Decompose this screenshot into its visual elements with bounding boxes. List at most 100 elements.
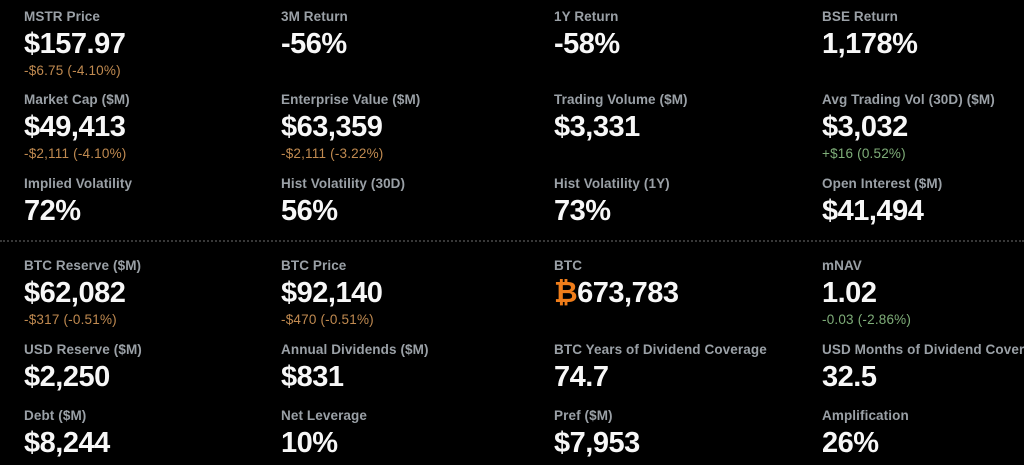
metric-change: -$2,111 (-4.10%) [24, 146, 127, 162]
metric-value: 72% [24, 196, 257, 226]
metric-card: Annual Dividends ($M) $831 [257, 342, 530, 408]
metric-label: Trading Volume ($M) [554, 92, 688, 107]
metric-value-text: 32.5 [822, 361, 877, 393]
metric-label: BTC [554, 258, 583, 273]
metric-card: Avg Trading Vol (30D) ($M) $3,032 +$16 (… [798, 92, 1024, 176]
metric-value-text: 673,783 [577, 277, 679, 309]
metric-change: -$317 (-0.51%) [24, 312, 117, 328]
metric-label: 1Y Return [554, 9, 619, 24]
metric-value: $62,082 [24, 278, 257, 308]
metric-value-text: 74.7 [554, 361, 609, 393]
metric-value: $7,953 [554, 428, 798, 458]
metric-label: Annual Dividends ($M) [281, 342, 429, 357]
metric-card: BTC Years of Dividend Coverage 74.7 [530, 342, 798, 408]
metric-value-text: $63,359 [281, 111, 383, 143]
metric-card: Trading Volume ($M) $3,331 [530, 92, 798, 176]
metric-value-text: 1,178% [822, 28, 918, 60]
metric-card: Hist Volatility (30D) 56% [257, 176, 530, 240]
metric-card: Debt ($M) $8,244 [0, 408, 257, 465]
metric-value: 26% [822, 428, 1024, 458]
metric-value: $3,032 [822, 112, 1024, 142]
metric-value: $3,331 [554, 112, 798, 142]
metric-card: Open Interest ($M) $41,494 [798, 176, 1024, 240]
metric-label: Avg Trading Vol (30D) ($M) [822, 92, 995, 107]
metric-card: BTC Reserve ($M) $62,082 -$317 (-0.51%) [0, 258, 257, 342]
metric-card: Hist Volatility (1Y) 73% [530, 176, 798, 240]
metric-card: USD Months of Dividend Coverage 32.5 [798, 342, 1024, 408]
metric-value: 32.5 [822, 362, 1024, 392]
metric-value: $49,413 [24, 112, 257, 142]
bitcoin-icon: ₿ [554, 277, 578, 309]
metric-value-text: $2,250 [24, 361, 110, 393]
metric-value: $92,140 [281, 278, 530, 308]
metric-card: Market Cap ($M) $49,413 -$2,111 (-4.10%) [0, 92, 257, 176]
metric-value: -56% [281, 29, 530, 59]
metric-card: Pref ($M) $7,953 [530, 408, 798, 465]
metric-label: BTC Price [281, 258, 347, 273]
metric-value-text: $3,331 [554, 111, 640, 143]
treasury-metrics-section: BTC Reserve ($M) $62,082 -$317 (-0.51%) … [0, 242, 1024, 465]
metric-value: 1.02 [822, 278, 1024, 308]
metric-value: $41,494 [822, 196, 1024, 226]
metric-label: Debt ($M) [24, 408, 87, 423]
metric-value-text: -56% [281, 28, 347, 60]
metric-card: BTC Price $92,140 -$470 (-0.51%) [257, 258, 530, 342]
metric-label: Open Interest ($M) [822, 176, 943, 191]
metric-card: 1Y Return -58% [530, 9, 798, 92]
metric-label: Implied Volatility [24, 176, 133, 191]
metric-value: 74.7 [554, 362, 798, 392]
metric-value: 73% [554, 196, 798, 226]
metric-value-text: 10% [281, 427, 338, 459]
metric-value-text: $92,140 [281, 277, 383, 309]
metric-card: Implied Volatility 72% [0, 176, 257, 240]
metric-change: +$16 (0.52%) [822, 146, 906, 162]
metric-value-text: $62,082 [24, 277, 126, 309]
metric-label: mNAV [822, 258, 862, 273]
metric-label: BSE Return [822, 9, 899, 24]
metric-card: MSTR Price $157.97 -$6.75 (-4.10%) [0, 9, 257, 92]
metric-value: $8,244 [24, 428, 257, 458]
market-metrics-section: MSTR Price $157.97 -$6.75 (-4.10%) 3M Re… [0, 9, 1024, 240]
metric-value: $2,250 [24, 362, 257, 392]
metric-change: -$6.75 (-4.10%) [24, 63, 121, 79]
metric-change: -0.03 (-2.86%) [822, 312, 912, 328]
metric-value-text: -58% [554, 28, 620, 60]
metric-value-text: $7,953 [554, 427, 640, 459]
metric-value: 1,178% [822, 29, 1024, 59]
metric-label: BTC Years of Dividend Coverage [554, 342, 767, 357]
metric-card: Enterprise Value ($M) $63,359 -$2,111 (-… [257, 92, 530, 176]
metric-value: 56% [281, 196, 530, 226]
metric-label: Net Leverage [281, 408, 367, 423]
metric-card: BTC ₿673,783 [530, 258, 798, 342]
metric-value: 10% [281, 428, 530, 458]
metric-label: Hist Volatility (30D) [281, 176, 406, 191]
metric-label: Amplification [822, 408, 909, 423]
metric-value-text: 1.02 [822, 277, 877, 309]
metric-label: USD Reserve ($M) [24, 342, 142, 357]
metric-value-text: 73% [554, 195, 611, 227]
metric-label: Enterprise Value ($M) [281, 92, 421, 107]
section-divider [0, 240, 1024, 242]
metric-label: BTC Reserve ($M) [24, 258, 142, 273]
metric-value-text: $41,494 [822, 195, 924, 227]
metric-card: 3M Return -56% [257, 9, 530, 92]
metric-label: USD Months of Dividend Coverage [822, 342, 1024, 357]
metric-change: -$470 (-0.51%) [281, 312, 374, 328]
metric-value-text: $831 [281, 361, 344, 393]
metric-label: Market Cap ($M) [24, 92, 130, 107]
metric-label: MSTR Price [24, 9, 101, 24]
metric-label: 3M Return [281, 9, 348, 24]
metric-card: mNAV 1.02 -0.03 (-2.86%) [798, 258, 1024, 342]
metric-label: Pref ($M) [554, 408, 613, 423]
metric-value-text: $157.97 [24, 28, 126, 60]
metric-value-text: 72% [24, 195, 81, 227]
metric-value-text: 26% [822, 427, 879, 459]
metric-value: ₿673,783 [554, 278, 798, 308]
metric-value: -58% [554, 29, 798, 59]
metric-card: Amplification 26% [798, 408, 1024, 465]
metric-label: Hist Volatility (1Y) [554, 176, 670, 191]
metric-value-text: $49,413 [24, 111, 126, 143]
metric-card: Net Leverage 10% [257, 408, 530, 465]
metric-value-text: $8,244 [24, 427, 110, 459]
